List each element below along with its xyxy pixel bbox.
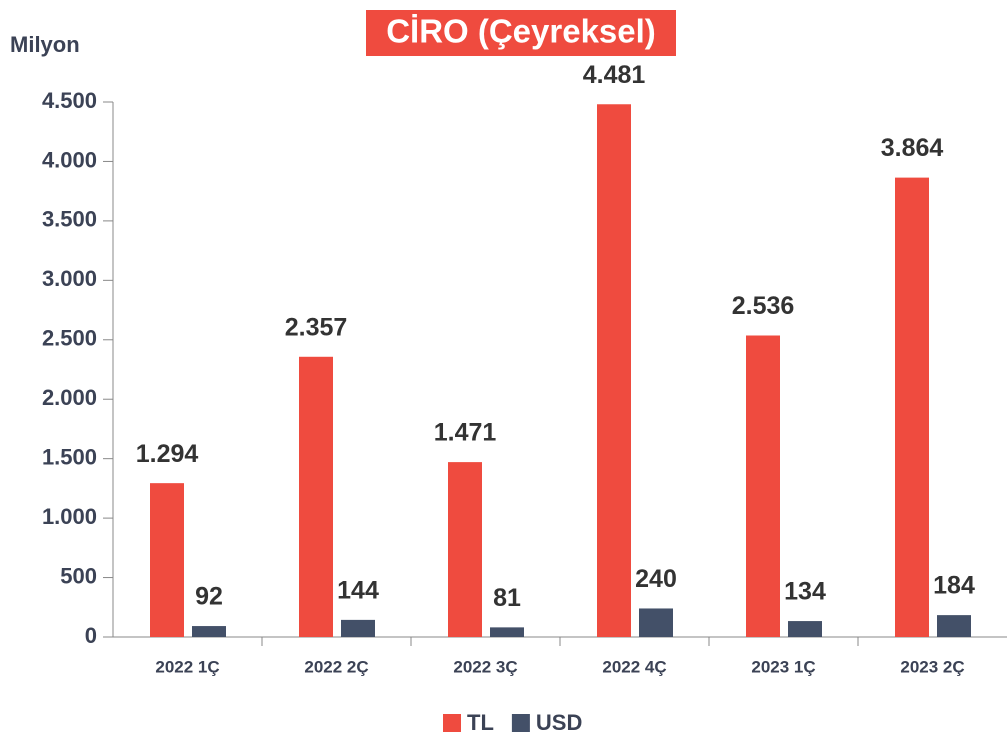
x-tick-label: 2022 2Ç	[304, 657, 368, 676]
bar	[299, 356, 333, 637]
y-tick-label: 500	[60, 563, 97, 588]
y-tick-label: 1.000	[42, 504, 97, 529]
y-tick-label: 4.500	[42, 88, 97, 113]
bar	[639, 608, 673, 637]
x-tick-label: 2023 2Ç	[900, 657, 964, 676]
bar	[895, 177, 929, 637]
legend-label: TL	[467, 710, 494, 735]
bar	[490, 627, 524, 637]
y-axis-label: Milyon	[10, 32, 80, 57]
y-tick-label: 1.500	[42, 444, 97, 469]
value-label: 2.357	[285, 313, 348, 341]
bar	[597, 104, 631, 637]
value-label: 144	[337, 576, 379, 604]
y-tick-label: 2.500	[42, 326, 97, 351]
y-tick-label: 2.000	[42, 385, 97, 410]
value-label: 4.481	[583, 61, 646, 89]
bar	[937, 615, 971, 637]
bar	[150, 483, 184, 637]
y-tick-label: 3.000	[42, 266, 97, 291]
x-tick-label: 2022 1Ç	[155, 657, 219, 676]
value-label: 134	[784, 578, 826, 606]
value-label: 184	[933, 572, 975, 600]
x-tick-label: 2022 4Ç	[602, 657, 666, 676]
y-tick-label: 0	[85, 623, 97, 648]
y-tick-label: 3.500	[42, 207, 97, 232]
value-label: 240	[635, 565, 677, 593]
value-label: 1.294	[136, 440, 199, 468]
value-label: 81	[493, 584, 521, 612]
legend-swatch	[443, 714, 461, 732]
x-tick-label: 2022 3Ç	[453, 657, 517, 676]
value-label: 2.536	[732, 292, 795, 320]
value-label: 1.471	[434, 419, 497, 447]
legend-swatch	[511, 714, 530, 732]
bar	[192, 626, 226, 637]
value-label: 92	[195, 583, 223, 611]
x-tick-label: 2023 1Ç	[751, 657, 815, 676]
chart-title: CİRO (Çeyreksel)	[386, 13, 656, 50]
bar	[788, 621, 822, 637]
bar	[746, 335, 780, 637]
title-box	[366, 10, 676, 56]
value-label: 3.864	[881, 134, 944, 162]
bar	[341, 619, 375, 637]
y-tick-label: 4.000	[42, 147, 97, 172]
legend-label: USD	[536, 710, 582, 735]
bar	[448, 462, 482, 637]
